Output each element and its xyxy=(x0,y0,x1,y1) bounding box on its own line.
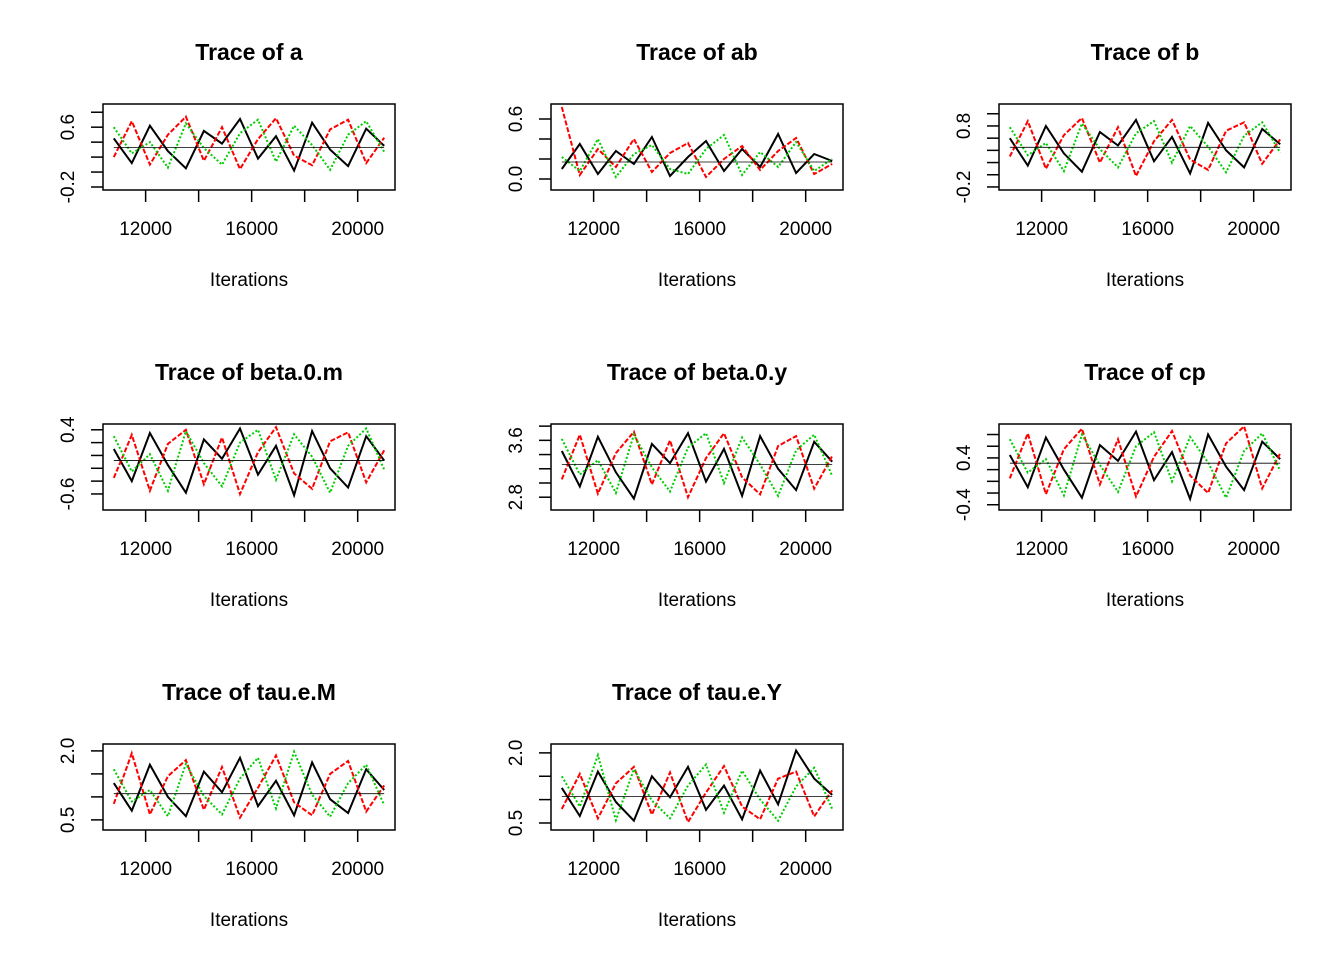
trace-line xyxy=(112,117,385,174)
trace-line xyxy=(560,430,833,501)
y-tick-label: -0.6 xyxy=(58,478,79,511)
y-tick-label: -0.2 xyxy=(954,171,975,204)
trace-line xyxy=(112,114,386,172)
plot-frame xyxy=(102,423,396,511)
plot-frame xyxy=(998,103,1292,191)
trace-line xyxy=(1008,424,1282,500)
trace-panel: Trace of cp Iterations 12000 16000 20000 -0.4… xyxy=(954,359,1292,611)
x-tick-label: 20000 xyxy=(779,539,832,560)
y-tick-label: -0.4 xyxy=(954,488,975,521)
plot-frame xyxy=(102,103,396,191)
y-tick-label: 0.0 xyxy=(506,166,527,192)
x-tick-label: 16000 xyxy=(673,539,726,560)
plot-title: Trace of tau.e.Y xyxy=(612,679,782,705)
trace-line xyxy=(1008,117,1281,177)
x-tick-label: 12000 xyxy=(119,539,172,560)
plot-title: Trace of cp xyxy=(1084,359,1205,385)
x-tick-label: 12000 xyxy=(119,219,172,240)
y-tick-label: 3.6 xyxy=(506,427,527,453)
plot-title: Trace of ab xyxy=(636,39,757,65)
x-tick-label: 20000 xyxy=(331,859,384,880)
trace-line xyxy=(112,426,386,499)
y-tick-label: 0.5 xyxy=(506,810,527,836)
trace-panel: Trace of a Iterations 12000 16000 20000 -0.2 0… xyxy=(58,39,396,291)
x-tick-label: 16000 xyxy=(225,219,278,240)
x-axis-label: Iterations xyxy=(658,910,736,931)
plot-frame xyxy=(550,103,844,191)
x-tick-label: 12000 xyxy=(567,539,620,560)
x-tick-label: 16000 xyxy=(225,859,278,880)
x-axis-label: Iterations xyxy=(1106,270,1184,291)
x-tick-label: 16000 xyxy=(1121,539,1174,560)
y-tick-label: 0.8 xyxy=(954,113,975,139)
x-tick-label: 12000 xyxy=(1015,539,1068,560)
trace-line xyxy=(112,426,386,496)
x-tick-label: 16000 xyxy=(673,859,726,880)
x-axis-label: Iterations xyxy=(210,910,288,931)
x-tick-label: 12000 xyxy=(567,859,620,880)
trace-line xyxy=(112,755,385,819)
x-axis-label: Iterations xyxy=(210,590,288,611)
plot-title: Trace of a xyxy=(195,39,303,65)
y-tick-label: 0.4 xyxy=(58,416,79,443)
x-tick-label: 20000 xyxy=(331,219,384,240)
trace-panel: Trace of beta.0.m Iterations 12000 16000 200… xyxy=(58,359,396,611)
plot-frame xyxy=(102,743,396,831)
x-tick-label: 20000 xyxy=(1227,539,1280,560)
x-tick-label: 16000 xyxy=(225,539,278,560)
trace-panel: Trace of ab Iterations 12000 16000 20000 0.0 0… xyxy=(506,39,844,291)
trace-panel: Trace of tau.e.M Iterations 12000 16000 2000… xyxy=(58,679,396,931)
trace-panel: Trace of tau.e.Y Iterations 12000 16000 2000… xyxy=(506,679,844,931)
trace-line xyxy=(560,131,833,178)
y-tick-label: 2.0 xyxy=(506,740,527,766)
trace-line xyxy=(560,106,833,179)
x-tick-label: 12000 xyxy=(119,859,172,880)
x-axis-label: Iterations xyxy=(210,270,288,291)
trace-line xyxy=(561,133,833,179)
x-tick-label: 16000 xyxy=(1121,219,1174,240)
y-tick-label: 2.0 xyxy=(58,738,79,764)
trace-panel: Trace of beta.0.y Iterations 12000 16000 200… xyxy=(506,359,844,611)
y-tick-label: 2.8 xyxy=(506,484,527,510)
trace-line xyxy=(1008,119,1282,175)
x-tick-label: 20000 xyxy=(331,539,384,560)
trace-line xyxy=(1008,429,1281,503)
y-tick-label: 0.6 xyxy=(58,114,79,140)
x-tick-label: 20000 xyxy=(1227,219,1280,240)
trace-line xyxy=(112,425,386,497)
trace-line xyxy=(112,749,386,820)
x-tick-label: 20000 xyxy=(779,859,832,880)
plot-title: Trace of beta.0.y xyxy=(607,359,787,385)
trace-line xyxy=(560,748,833,823)
trace-line xyxy=(560,431,834,499)
trace-line xyxy=(1008,116,1282,179)
plot-title: Trace of tau.e.M xyxy=(162,679,336,705)
plot-title: Trace of beta.0.m xyxy=(155,359,343,385)
plot-frame xyxy=(550,743,844,831)
plot-frame xyxy=(998,423,1292,511)
x-axis-label: Iterations xyxy=(658,590,736,611)
trace-line xyxy=(1008,430,1282,501)
y-tick-label: 0.5 xyxy=(58,807,79,833)
trace-line xyxy=(112,118,386,172)
trace-line xyxy=(560,763,834,825)
plot-frame xyxy=(550,423,844,511)
x-tick-label: 12000 xyxy=(567,219,620,240)
x-tick-label: 20000 xyxy=(779,219,832,240)
trace-line xyxy=(560,751,834,824)
plot-title: Trace of b xyxy=(1091,39,1200,65)
x-tick-label: 16000 xyxy=(673,219,726,240)
y-tick-label: 0.4 xyxy=(954,444,975,471)
trace-panel: Trace of b Iterations 12000 16000 20000 -0.2 0… xyxy=(954,39,1292,291)
y-tick-label: -0.2 xyxy=(58,171,79,204)
x-axis-label: Iterations xyxy=(1106,590,1184,611)
x-tick-label: 12000 xyxy=(1015,219,1068,240)
trace-line xyxy=(560,429,834,500)
y-tick-label: 0.6 xyxy=(506,106,527,132)
x-axis-label: Iterations xyxy=(658,270,736,291)
